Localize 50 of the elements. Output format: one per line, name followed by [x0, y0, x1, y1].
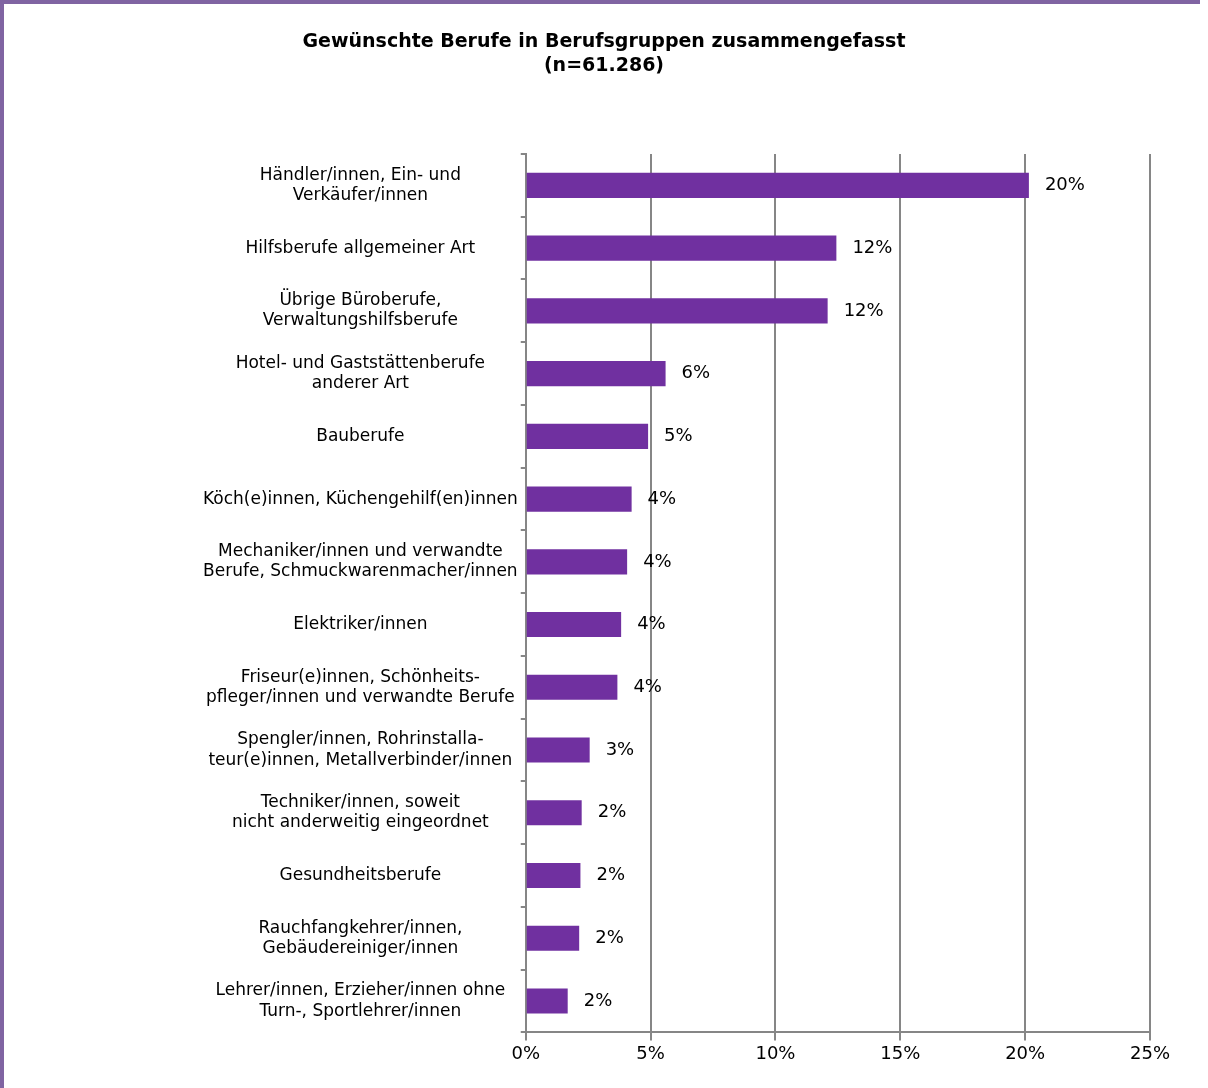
data-label: 2% — [596, 863, 625, 885]
bar — [526, 235, 837, 261]
x-tick-label: 5% — [636, 1041, 665, 1063]
bar — [526, 674, 618, 700]
bar — [526, 361, 666, 387]
bar — [526, 298, 828, 324]
x-tick-label: 0% — [511, 1041, 541, 1063]
bar — [526, 172, 1029, 198]
y-tick-label: Mechaniker/innen und verwandte Berufe, Schmuckwarenmacher/innen — [203, 540, 518, 581]
bar — [526, 423, 649, 449]
data-label: 5% — [664, 424, 693, 446]
data-label: 2% — [595, 925, 624, 947]
chart-title: Gewünschte Berufe in Berufsgruppen zusammengefasst — [301, 28, 907, 52]
data-label: 3% — [605, 737, 635, 759]
data-label: 4% — [637, 612, 666, 634]
data-label: 4% — [647, 486, 677, 508]
x-tick-label: 25% — [1129, 1041, 1171, 1063]
y-tick-label: Gesundheitsberufe — [279, 863, 442, 884]
data-label: 20% — [1044, 173, 1085, 195]
bar — [526, 549, 628, 575]
y-tick-label: Hotel- und Gaststättenberufe anderer Art — [235, 351, 486, 393]
x-tick-label: 20% — [1005, 1041, 1046, 1063]
data-label: 6% — [681, 361, 711, 383]
x-tick-label: 10% — [755, 1041, 796, 1063]
y-tick-label: Techniker/innen, soweit nicht anderweitig eingeordnet — [231, 791, 490, 832]
data-label: 12% — [843, 298, 884, 320]
y-tick-label: Spengler/innen, Rohrinstalla- teur(e)innen, Metallverbinder/innen — [208, 728, 513, 769]
bar — [526, 800, 582, 826]
y-tick-label: Händler/innen, Ein- und Verkäufer/innen — [259, 163, 461, 204]
y-tick-label: Hilfsberufe allgemeiner Art — [245, 236, 476, 257]
bar — [526, 612, 622, 638]
y-tick-label: Köch(e)innen, Küchengehilf(en)innen — [203, 487, 518, 508]
y-tick-label: Friseur(e)innen, Schönheits- pfleger/innen und verwandte Berufe — [205, 665, 515, 706]
y-tick-label: Rauchfangkehrer/innen, Gebäudereiniger/innen — [258, 916, 463, 957]
y-tick-label: Bauberufe — [316, 424, 405, 445]
data-label: 4% — [643, 549, 672, 571]
data-label: 2% — [583, 988, 613, 1010]
bar — [526, 862, 581, 889]
y-tick-label: Elektriker/innen — [293, 612, 428, 633]
chart-subtitle: (n=61.286) — [542, 52, 666, 76]
bar — [526, 486, 632, 512]
x-tick-label: 15% — [880, 1041, 921, 1063]
bar — [526, 737, 590, 763]
bar — [526, 988, 568, 1014]
y-tick-label: Übrige Büroberufe, Verwaltungshilfsberufe — [262, 288, 458, 330]
y-tick-label: Lehrer/innen, Erzieher/innen ohne Turn-, Sportlehrer/innen — [215, 979, 506, 1020]
data-label: 2% — [597, 800, 627, 822]
bar — [526, 925, 580, 951]
data-label: 4% — [633, 674, 662, 696]
data-label: 12% — [852, 235, 893, 257]
